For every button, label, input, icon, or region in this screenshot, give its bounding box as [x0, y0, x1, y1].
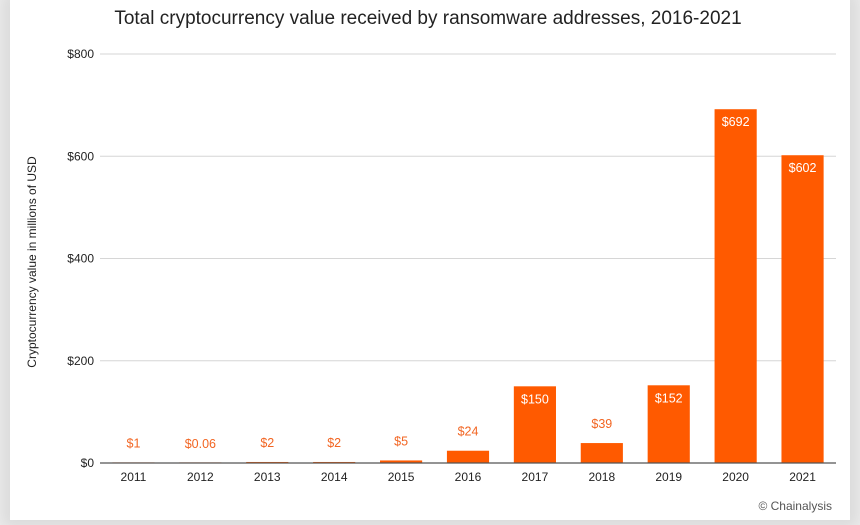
y-axis-label: Cryptocurrency value in millions of USD — [25, 156, 39, 368]
x-tick-label: 2017 — [522, 470, 549, 484]
chart-title: Total cryptocurrency value received by r… — [114, 8, 741, 29]
y-tick-label: $800 — [67, 47, 94, 61]
chainalysis-credit: © Chainalysis — [758, 499, 832, 513]
bar-2021 — [781, 155, 824, 464]
x-tick-label: 2016 — [455, 470, 482, 484]
data-label: $0.06 — [185, 437, 216, 451]
data-label: $692 — [722, 115, 750, 129]
y-tick-labels: $0 $200 $400 $600 $800 — [67, 47, 94, 470]
x-tick-labels: 2011 2012 2013 2014 2015 2016 2017 2018 2019 2020… — [121, 470, 817, 484]
data-labels: $1 $0.06 $2 $2 $5 $24 $150 $39 $152 $692 $602 — [127, 115, 817, 451]
y-tick-label: $600 — [67, 149, 94, 163]
x-tick-label: 2020 — [722, 470, 749, 484]
bars — [112, 109, 824, 464]
x-tick-label: 2019 — [655, 470, 682, 484]
x-tick-label: 2014 — [321, 470, 348, 484]
y-tick-label: $200 — [67, 354, 94, 368]
chart-frame: Total cryptocurrency value received by r… — [10, 0, 850, 520]
data-label: $5 — [394, 434, 408, 448]
x-tick-label: 2018 — [588, 470, 615, 484]
bar-2019 — [647, 385, 690, 463]
bar-chart: Total cryptocurrency value received by r… — [25, 8, 836, 513]
bar-2016 — [446, 450, 490, 463]
bar-2020 — [714, 109, 757, 463]
data-label: $24 — [458, 425, 479, 439]
x-tick-label: 2011 — [121, 470, 147, 484]
x-tick-label: 2013 — [254, 470, 281, 484]
bar-2015 — [380, 460, 423, 463]
data-label: $152 — [655, 391, 683, 405]
bar-2017 — [513, 386, 556, 463]
x-tick-label: 2021 — [789, 470, 816, 484]
y-tick-label: $400 — [67, 252, 94, 266]
x-tick-label: 2012 — [187, 470, 214, 484]
y-tick-label: $0 — [81, 456, 95, 470]
data-label: $39 — [591, 417, 612, 431]
data-label: $2 — [260, 436, 274, 450]
x-tick-label: 2015 — [388, 470, 415, 484]
bar-2018 — [580, 443, 623, 463]
data-label: $602 — [789, 161, 817, 175]
data-label: $2 — [327, 436, 341, 450]
data-label: $150 — [521, 392, 549, 406]
gridlines — [100, 53, 836, 362]
data-label: $1 — [127, 436, 141, 450]
